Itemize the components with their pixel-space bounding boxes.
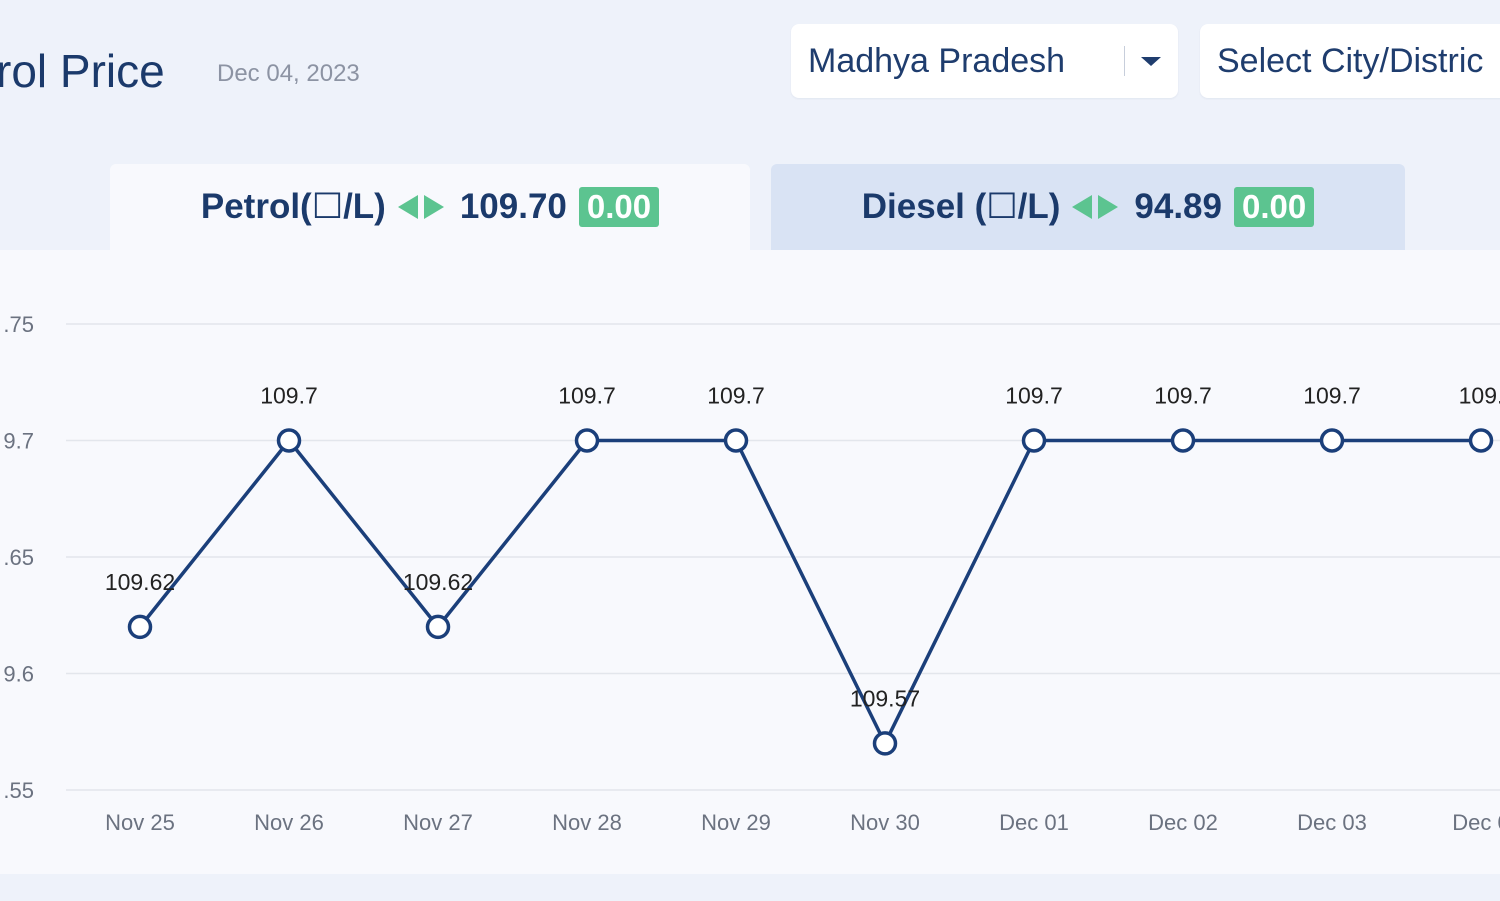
y-tick-label: .65: [3, 545, 34, 570]
chevron-down-icon[interactable]: [1141, 57, 1161, 66]
price-line-chart: .55 9.6 .65 9.7 .75 Nov 25 Nov 26 Nov 27 Nov 28 N…: [3, 312, 1500, 835]
data-point: [1319, 428, 1345, 453]
x-tick-label: Nov 28: [552, 810, 622, 835]
x-tick-label: Nov 26: [254, 810, 324, 835]
diesel-price: 94.89: [1134, 187, 1222, 226]
tab-diesel[interactable]: Diesel (☐/L) 94.89 0.00: [771, 164, 1405, 250]
x-tick-label: Nov 29: [701, 810, 771, 835]
data-point: [872, 731, 898, 756]
y-tick-label: 9.7: [3, 429, 34, 454]
data-point: [425, 614, 451, 640]
data-point: [127, 614, 153, 640]
x-tick-label: Dec 0: [1452, 810, 1500, 835]
diesel-tab-label: Diesel (☐/L): [861, 187, 1061, 226]
data-point: [1170, 428, 1196, 453]
data-point: [1468, 428, 1494, 453]
data-label: 109.7: [1154, 383, 1212, 409]
data-label: 109.7: [558, 383, 616, 409]
data-point: [723, 428, 749, 453]
data-label: 109.: [1459, 383, 1500, 409]
data-label: 109.7: [707, 383, 765, 409]
state-select[interactable]: Madhya Pradesh: [791, 24, 1178, 98]
left-right-arrows-icon: [1072, 194, 1119, 220]
data-point: [276, 428, 302, 453]
x-tick-label: Nov 27: [403, 810, 473, 835]
x-tick-label: Dec 02: [1148, 810, 1218, 835]
data-label: 109.62: [403, 569, 473, 595]
price-date: Dec 04, 2023: [217, 60, 360, 87]
diesel-change-badge: 0.00: [1234, 187, 1315, 227]
tab-petrol[interactable]: Petrol(☐/L) 109.70 0.00: [110, 164, 750, 250]
data-label: 109.7: [1005, 383, 1063, 409]
petrol-tab-label: Petrol(☐/L): [200, 187, 386, 226]
x-tick-label: Nov 30: [850, 810, 920, 835]
petrol-price: 109.70: [459, 187, 567, 226]
petrol-change-badge: 0.00: [578, 187, 660, 227]
series-line: [138, 438, 1481, 746]
city-select-placeholder: Select City/Distric: [1217, 41, 1484, 80]
page-title: rol Price: [0, 45, 165, 97]
left-right-arrows-icon: [397, 194, 444, 220]
state-select-value: Madhya Pradesh: [808, 41, 1066, 80]
data-label: 109.7: [260, 383, 318, 409]
data-label: 109.62: [105, 569, 175, 595]
select-divider: [1124, 46, 1125, 76]
city-select[interactable]: Select City/Distric: [1200, 24, 1500, 98]
x-tick-label: Nov 25: [105, 810, 175, 835]
x-tick-label: Dec 01: [999, 810, 1069, 835]
data-label: 109.7: [1303, 383, 1361, 409]
y-tick-label: .55: [3, 778, 34, 803]
data-label: 109.57: [850, 685, 920, 711]
data-point: [574, 428, 600, 453]
data-point: [1021, 428, 1047, 453]
y-tick-label: .75: [3, 312, 34, 337]
y-tick-label: 9.6: [3, 662, 34, 687]
chart-panel: .55 9.6 .65 9.7 .75 Nov 25 Nov 26 Nov 27 Nov 28 N…: [0, 250, 1500, 874]
x-tick-label: Dec 03: [1297, 810, 1367, 835]
